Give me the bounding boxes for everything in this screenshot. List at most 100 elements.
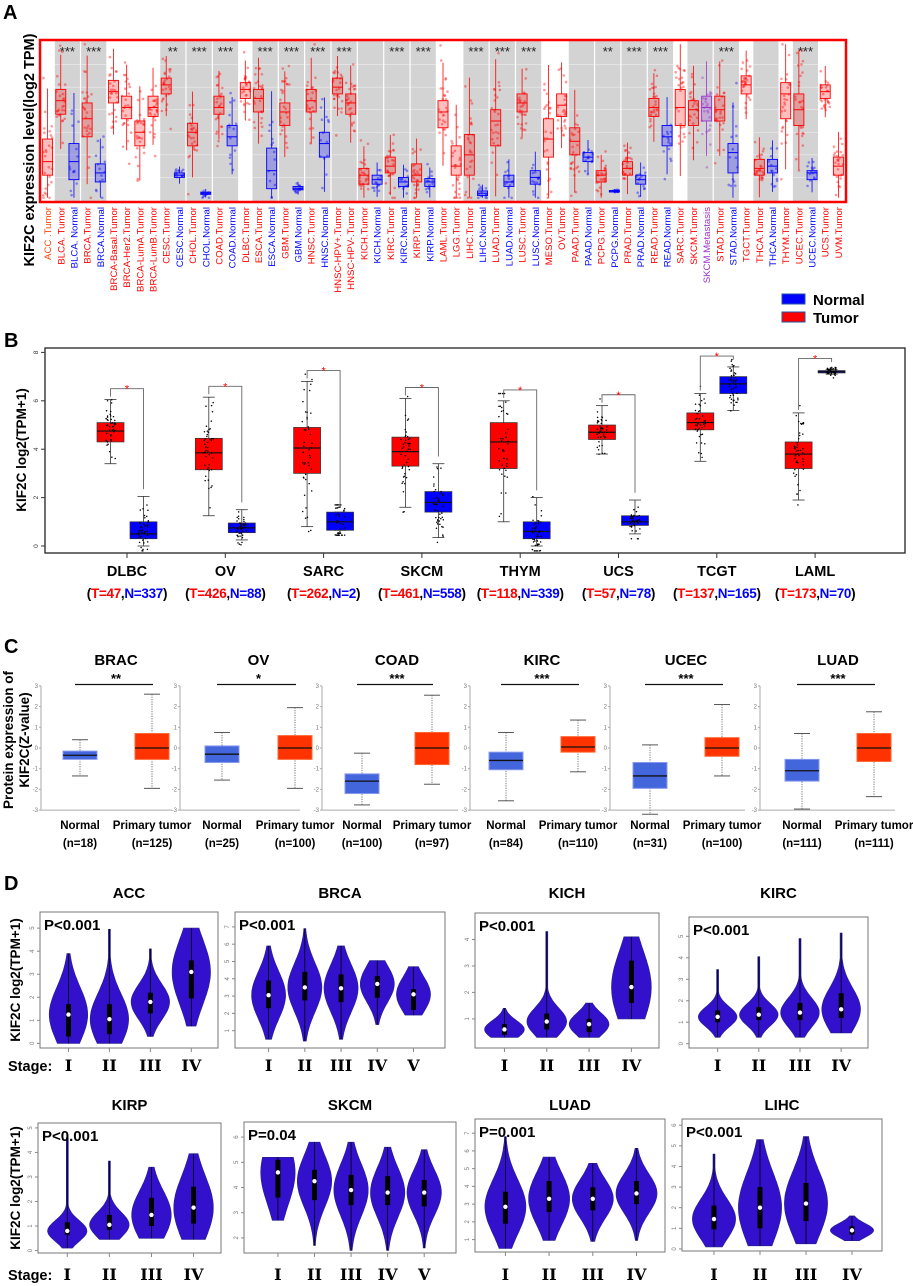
- jitter-point: [390, 158, 394, 162]
- data-point: [498, 515, 501, 518]
- data-point: [799, 449, 802, 452]
- jitter-point: [628, 172, 632, 176]
- data-point: [436, 467, 439, 470]
- jitter-point: [819, 69, 823, 73]
- jitter-point: [722, 148, 725, 152]
- data-point: [442, 518, 445, 521]
- jitter-point: [708, 116, 711, 119]
- jitter-point: [682, 132, 686, 136]
- jitter-point: [649, 110, 653, 114]
- normal-count: N=70: [820, 586, 851, 601]
- median-dot: [275, 1170, 281, 1175]
- jitter-point: [195, 129, 198, 132]
- open-paren: (: [185, 586, 190, 601]
- jitter-point: [772, 185, 776, 188]
- y-tick-label: 2: [225, 1011, 231, 1015]
- jitter-point: [543, 88, 546, 92]
- jitter-point: [345, 98, 349, 102]
- iqr-bar: [106, 1214, 112, 1230]
- y-tick-label: 2: [464, 705, 468, 711]
- box: [134, 120, 146, 147]
- data-point: [631, 520, 634, 522]
- data-point: [244, 524, 247, 526]
- category-label: UCEC.Tumor: [794, 206, 805, 264]
- significance-bracket: [404, 387, 439, 457]
- jitter-point: [188, 154, 192, 158]
- data-point: [796, 442, 799, 444]
- jitter-point: [836, 158, 839, 161]
- y-tick-label: 1: [30, 1018, 36, 1022]
- data-point: [442, 526, 444, 528]
- data-point: [533, 550, 536, 552]
- jitter-point: [374, 181, 377, 184]
- jitter-point: [624, 148, 628, 152]
- data-point: [206, 446, 209, 449]
- y-tick-label: 6: [234, 1135, 240, 1139]
- jitter-point: [785, 98, 789, 102]
- jitter-point: [155, 103, 158, 106]
- category-label: MESO.Tumor: [544, 206, 555, 265]
- stage-label: I: [502, 1265, 509, 1284]
- box: [147, 95, 159, 117]
- jitter-point: [469, 196, 473, 200]
- data-point: [338, 521, 340, 523]
- data-point: [540, 521, 542, 523]
- significance-stars: ***: [521, 44, 536, 59]
- data-point: [110, 439, 113, 442]
- data-point: [704, 402, 706, 404]
- data-point: [401, 482, 403, 484]
- legend-label: Tumor: [813, 310, 859, 327]
- jitter-point: [348, 87, 351, 91]
- y-tick-label: 4: [28, 1150, 34, 1154]
- jitter-point: [220, 125, 223, 129]
- jitter-point: [152, 99, 155, 103]
- category-label: BRCA.Normal: [96, 207, 107, 267]
- jitter-point: [760, 178, 764, 182]
- jitter-point: [108, 96, 112, 99]
- data-point: [729, 378, 732, 381]
- jitter-point: [682, 69, 686, 72]
- data-point: [700, 433, 702, 436]
- data-point: [442, 505, 444, 508]
- jitter-point: [245, 93, 248, 97]
- data-point: [305, 507, 307, 509]
- jitter-point: [655, 108, 659, 112]
- jitter-point: [50, 180, 53, 184]
- data-point: [240, 532, 242, 534]
- jitter-point: [398, 177, 402, 181]
- data-point: [536, 539, 538, 542]
- data-point: [601, 420, 603, 422]
- category-label: READ.Tumor: [649, 206, 660, 263]
- group-counts: (T=47,N=337): [87, 586, 167, 601]
- jitter-point: [193, 140, 196, 143]
- jitter-point: [86, 133, 89, 136]
- jitter-point: [691, 146, 695, 150]
- data-point: [210, 420, 213, 422]
- group-shade: [160, 41, 186, 201]
- jitter-point: [794, 98, 798, 101]
- data-point: [599, 436, 602, 438]
- jitter-point: [124, 98, 128, 101]
- data-point: [209, 507, 211, 509]
- significance-stars: ***: [798, 44, 813, 59]
- jitter-point: [188, 113, 192, 116]
- data-point: [112, 415, 115, 418]
- jitter-point: [279, 88, 283, 92]
- jitter-point: [548, 177, 552, 181]
- data-point: [802, 458, 804, 460]
- jitter-point: [516, 122, 520, 126]
- jitter-point: [359, 139, 363, 142]
- jitter-point: [439, 87, 443, 90]
- category-label: LUSC.Tumor: [518, 206, 529, 262]
- jitter-point: [416, 179, 420, 183]
- data-point: [734, 386, 737, 388]
- jitter-point: [507, 177, 511, 181]
- data-point: [694, 409, 697, 412]
- data-point: [108, 425, 111, 428]
- data-point: [694, 403, 697, 405]
- data-point: [696, 430, 699, 432]
- jitter-point: [729, 184, 733, 188]
- data-point: [236, 531, 238, 533]
- data-point: [733, 374, 735, 377]
- data-point: [107, 443, 109, 446]
